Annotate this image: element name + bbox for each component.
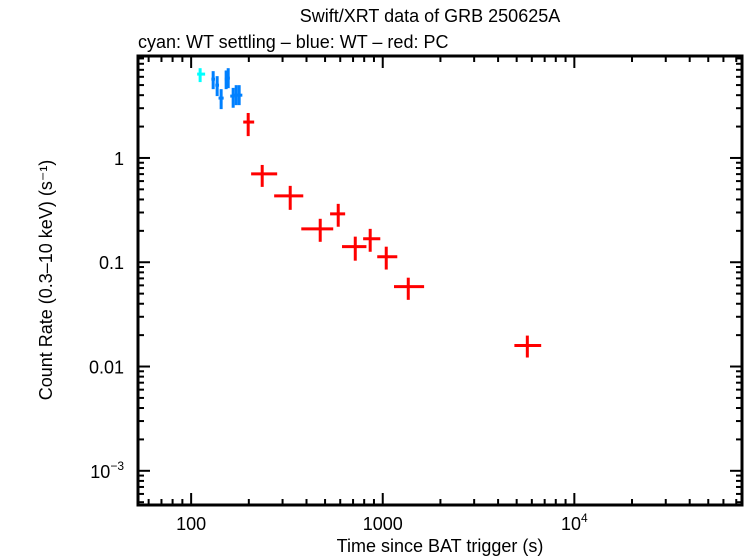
x-tick-label: 100 xyxy=(176,514,206,534)
data-point xyxy=(301,218,334,242)
data-point xyxy=(234,85,238,106)
y-tick-label: 0.01 xyxy=(89,358,124,378)
data-point xyxy=(230,87,235,108)
data-point xyxy=(342,236,367,261)
chart-title: Swift/XRT data of GRB 250625A xyxy=(300,6,560,26)
data-point xyxy=(215,76,220,97)
data-point xyxy=(211,71,215,90)
data-point xyxy=(363,228,381,252)
data-points xyxy=(197,68,542,358)
data-point xyxy=(226,68,230,89)
data-point xyxy=(394,277,425,300)
data-point xyxy=(197,68,206,83)
data-point xyxy=(218,89,224,110)
y-axis-label: Count Rate (0.3–10 keV) (s⁻¹) xyxy=(36,160,56,401)
data-point xyxy=(330,203,346,227)
data-point xyxy=(243,112,255,137)
data-point xyxy=(514,335,542,358)
series-pc xyxy=(243,112,542,358)
axis-ticks: 100 1000 104 1 0.1 0.01 10−3 xyxy=(89,56,742,534)
chart-subtitle: cyan: WT settling – blue: WT – red: PC xyxy=(138,32,448,52)
x-axis-label: Time since BAT trigger (s) xyxy=(337,536,544,556)
x-tick-label: 104 xyxy=(561,511,588,534)
data-point xyxy=(251,164,278,187)
y-tick-label: 0.1 xyxy=(99,253,124,273)
y-tick-label: 10−3 xyxy=(90,459,124,482)
x-tick-label: 1000 xyxy=(363,514,403,534)
data-point xyxy=(377,246,398,270)
series-wt xyxy=(211,68,243,110)
data-point xyxy=(237,85,243,106)
plot-frame xyxy=(136,54,744,507)
y-tick-label: 1 xyxy=(114,149,124,169)
data-point xyxy=(274,185,304,210)
series-wt-settling xyxy=(197,68,206,83)
